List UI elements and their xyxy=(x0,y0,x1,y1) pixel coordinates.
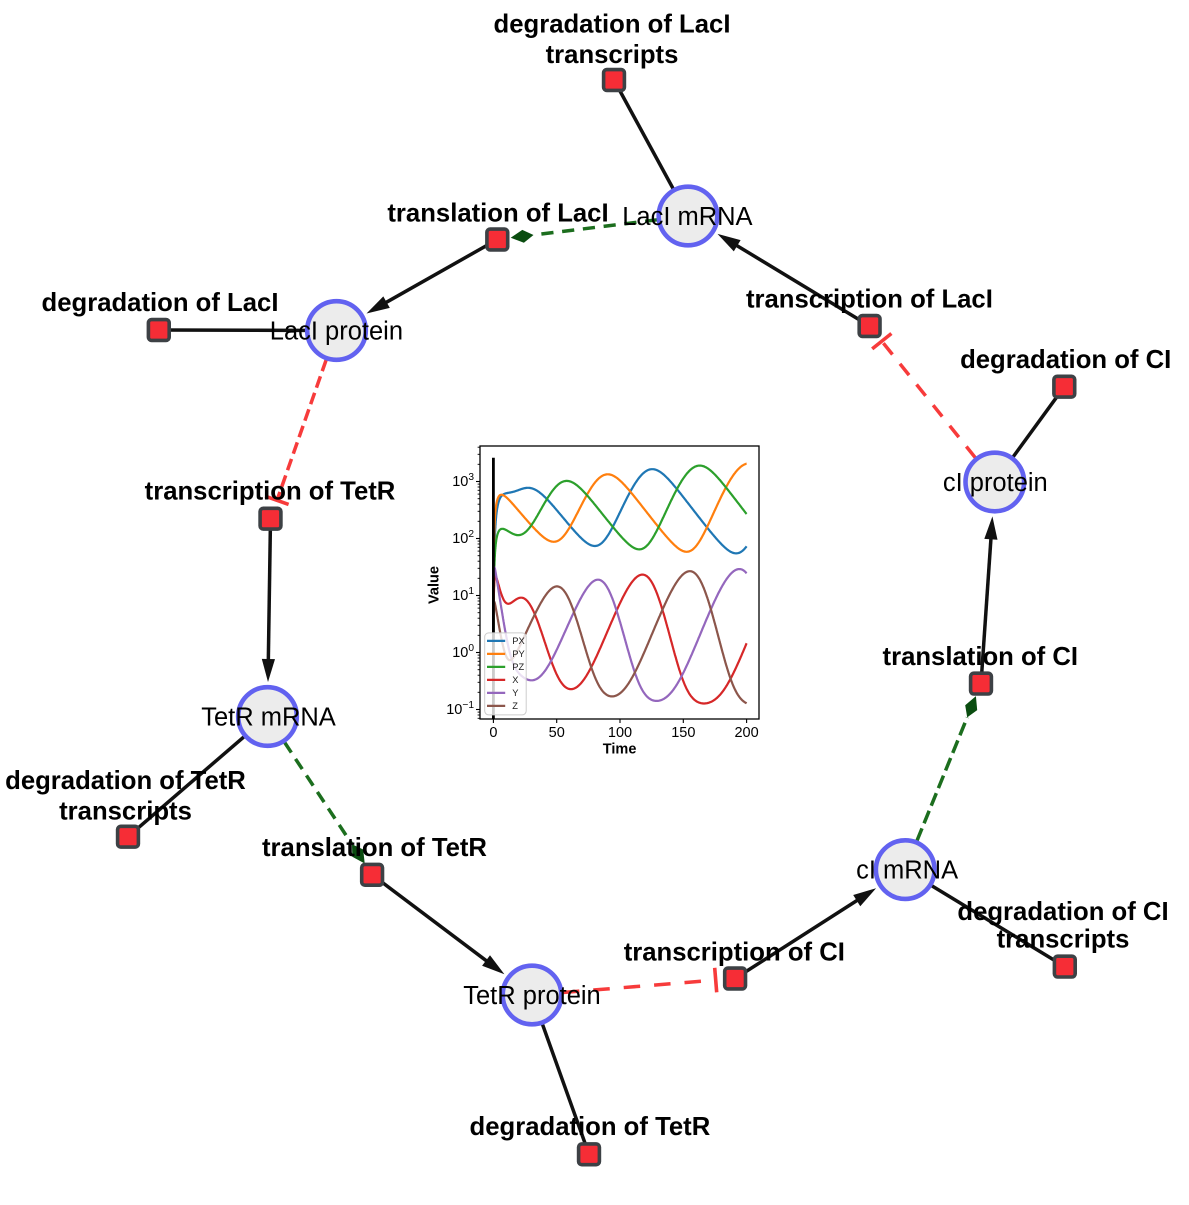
svg-text:transcription of TetR: transcription of TetR xyxy=(145,478,396,506)
svg-text:translation of TetR: translation of TetR xyxy=(262,834,487,862)
svg-text:Z: Z xyxy=(512,701,518,711)
svg-text:translation of LacI: translation of LacI xyxy=(387,200,608,228)
svg-text:transcripts: transcripts xyxy=(997,925,1130,953)
svg-text:degradation of LacI: degradation of LacI xyxy=(42,289,279,317)
svg-text:10−1: 10−1 xyxy=(446,700,474,718)
svg-text:TetR mRNA: TetR mRNA xyxy=(201,703,336,731)
svg-text:PX: PX xyxy=(512,636,524,646)
svg-text:translation of CI: translation of CI xyxy=(883,643,1079,671)
svg-text:100: 100 xyxy=(608,725,632,741)
svg-text:X: X xyxy=(512,675,518,685)
svg-text:102: 102 xyxy=(452,529,474,547)
svg-text:transcription of LacI: transcription of LacI xyxy=(746,286,993,314)
svg-text:LacI protein: LacI protein xyxy=(270,317,403,345)
svg-text:100: 100 xyxy=(452,643,474,661)
svg-text:transcription of CI: transcription of CI xyxy=(624,938,845,966)
svg-text:degradation of CI: degradation of CI xyxy=(960,346,1171,374)
svg-text:0: 0 xyxy=(489,725,497,741)
svg-text:degradation of LacI: degradation of LacI xyxy=(494,11,731,39)
svg-text:LacI mRNA: LacI mRNA xyxy=(622,203,752,231)
svg-text:PY: PY xyxy=(512,649,524,659)
svg-text:cI protein: cI protein xyxy=(943,469,1048,497)
svg-text:cI mRNA: cI mRNA xyxy=(856,857,958,885)
svg-text:200: 200 xyxy=(734,725,758,741)
svg-text:50: 50 xyxy=(549,725,565,741)
svg-text:degradation of CI: degradation of CI xyxy=(957,898,1168,926)
svg-text:Y: Y xyxy=(512,688,518,698)
svg-text:PZ: PZ xyxy=(512,662,524,672)
svg-text:101: 101 xyxy=(452,586,474,604)
svg-text:degradation of TetR: degradation of TetR xyxy=(470,1113,711,1141)
svg-text:Value: Value xyxy=(426,566,442,604)
svg-text:transcripts: transcripts xyxy=(59,798,192,826)
svg-text:103: 103 xyxy=(452,472,474,490)
svg-text:transcripts: transcripts xyxy=(546,41,679,69)
svg-text:Time: Time xyxy=(603,742,637,758)
svg-text:degradation of TetR: degradation of TetR xyxy=(5,767,246,795)
svg-text:150: 150 xyxy=(671,725,695,741)
svg-text:TetR protein: TetR protein xyxy=(463,982,601,1010)
